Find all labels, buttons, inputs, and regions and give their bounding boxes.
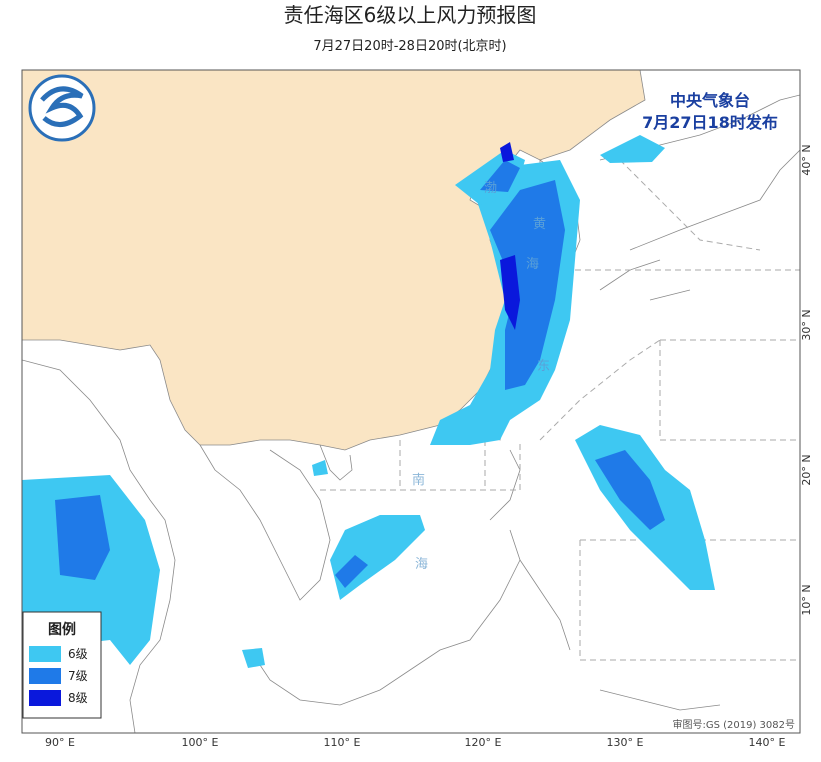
- issue-time: 7月27日18时发布: [642, 113, 778, 132]
- sea-label: 东: [537, 359, 550, 374]
- sea-label: 黄: [533, 217, 546, 232]
- subtitle: 7月27日20时-28日20时(北京时): [313, 39, 506, 54]
- longitude-label: 140° E: [749, 736, 786, 749]
- issuer-name: 中央气象台: [670, 91, 750, 110]
- legend-title: 图例: [48, 621, 76, 638]
- longitude-label: 130° E: [607, 736, 644, 749]
- map-body: 渤 黄 海 东 南 海: [22, 70, 800, 733]
- sea-label: 海: [415, 557, 428, 572]
- latitude-label: 10° N: [800, 584, 813, 615]
- coastlines: [22, 94, 800, 733]
- map-frame: [21, 69, 801, 734]
- longitude-label: 90° E: [45, 736, 75, 749]
- approval-number: 审图号:GS (2019) 3082号: [672, 718, 795, 731]
- longitude-label: 120° E: [465, 736, 502, 749]
- latitude-label: 20° N: [800, 454, 813, 485]
- legend-swatch: [29, 668, 61, 684]
- longitude-labels: 90° E 100° E 110° E 120° E 130° E 140° E: [45, 736, 785, 749]
- latitude-label: 40° N: [800, 144, 813, 175]
- legend-label: 8级: [68, 691, 88, 705]
- sea-label: 南: [412, 472, 425, 488]
- longitude-label: 100° E: [182, 736, 219, 749]
- sea-label: 渤: [484, 180, 497, 196]
- title: 责任海区6级以上风力预报图: [284, 3, 537, 27]
- legend: 图例 6级 7级 8级: [22, 611, 102, 719]
- legend-label: 6级: [68, 647, 88, 661]
- longitude-label: 110° E: [324, 736, 361, 749]
- latitude-label: 30° N: [800, 309, 813, 340]
- sea-names: 渤 黄 海 东 南 海: [412, 180, 550, 572]
- legend-swatch: [29, 690, 61, 706]
- legend-swatch: [29, 646, 61, 662]
- latitude-labels: 10° N 20° N 30° N 40° N: [800, 144, 813, 615]
- legend-label: 7级: [68, 669, 88, 683]
- sea-label: 海: [526, 257, 539, 272]
- logo: [28, 74, 96, 142]
